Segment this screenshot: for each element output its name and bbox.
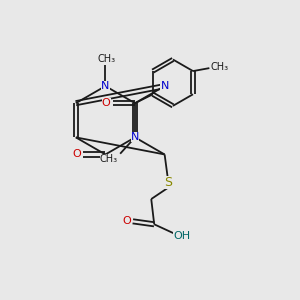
Text: S: S	[164, 176, 172, 189]
Text: N: N	[160, 81, 169, 91]
Text: N: N	[131, 132, 139, 142]
Text: OH: OH	[173, 231, 190, 241]
Text: CH₃: CH₃	[98, 54, 116, 64]
Text: N: N	[131, 132, 139, 142]
Text: CH₃: CH₃	[100, 154, 118, 164]
Text: N: N	[101, 81, 110, 91]
Text: CH₃: CH₃	[211, 61, 229, 72]
Text: O: O	[122, 216, 131, 226]
Text: O: O	[102, 98, 111, 108]
Text: O: O	[72, 149, 81, 160]
